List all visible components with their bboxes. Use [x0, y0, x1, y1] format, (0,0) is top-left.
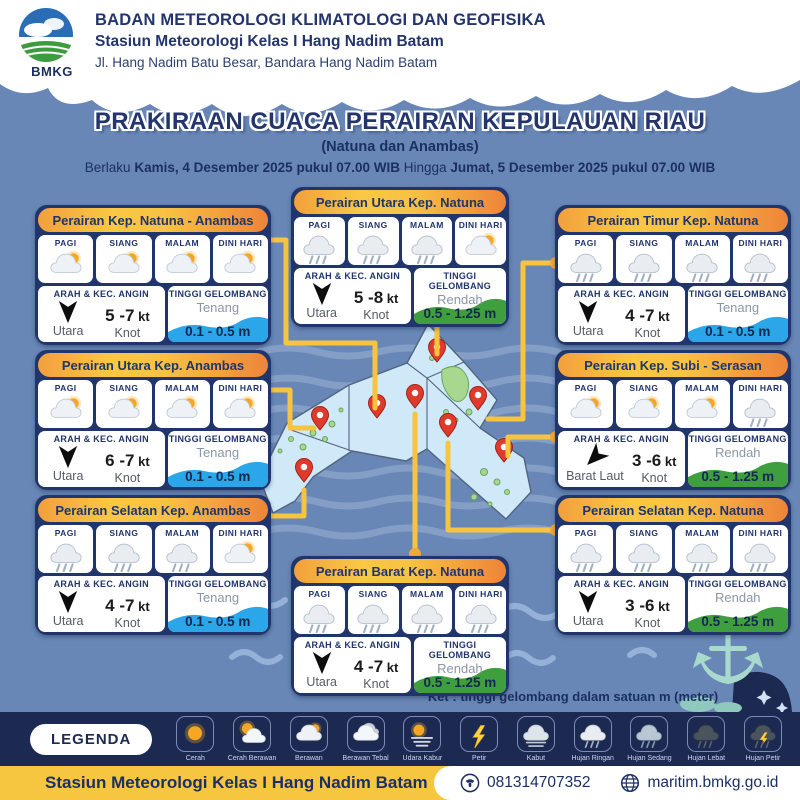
- legend-item: Cerah: [168, 716, 222, 762]
- legend-label: Hujan Ringan: [571, 755, 614, 762]
- legend-label: Petir: [471, 755, 487, 762]
- wave-unit-note: Ket : tinggi gelombang dalam satuan m (m…: [427, 689, 719, 704]
- station-name: Stasiun Meteorologi Kelas I Hang Nadim B…: [95, 33, 444, 50]
- globe-icon: [621, 773, 640, 793]
- station-address: Jl. Hang Nadim Batu Besar, Bandara Hang …: [95, 55, 438, 70]
- validity-tz1: WIB: [373, 160, 400, 175]
- bmkg-logo: BMKG: [16, 6, 88, 79]
- org-name: BADAN METEOROLOGI KLIMATOLOGI DAN GEOFIS…: [95, 11, 546, 29]
- legend-item: Hujan Lebat: [679, 716, 733, 762]
- legend-item: Kabut: [509, 716, 563, 762]
- legend-items: Cerah Cerah Berawan Berawan Berawan Teba…: [168, 716, 790, 762]
- legend-item: Petir: [452, 716, 506, 762]
- cerah-icon: [176, 716, 215, 752]
- anchor-decoration: [676, 610, 794, 712]
- anchor-icon: [680, 615, 792, 712]
- berawan-tebal-icon: [346, 716, 385, 752]
- legend-title: LEGENDA: [30, 723, 153, 755]
- legend-label: Udara Kabur: [402, 755, 443, 762]
- footer-contact: 081314707352 maritim.bmkg.go.id: [434, 766, 800, 800]
- phone-number: 081314707352: [487, 774, 591, 791]
- legend-item: Cerah Berawan: [225, 716, 279, 762]
- legend-label: Berawan: [295, 755, 323, 762]
- footer-bar: Stasiun Meteorologi Kelas I Hang Nadim B…: [0, 766, 800, 800]
- udara-kabur-icon: [403, 716, 442, 752]
- legend-label: Kabut: [526, 755, 546, 762]
- legend-item: Berawan Tebal: [339, 716, 393, 762]
- cerah-berawan-icon: [233, 716, 272, 752]
- phone-contact: 081314707352: [460, 773, 590, 793]
- legend-label: Berawan Tebal: [342, 755, 389, 762]
- berawan-icon: [289, 716, 328, 752]
- website-url[interactable]: maritim.bmkg.go.id: [647, 774, 779, 791]
- footer-station-name: Stasiun Meteorologi Kelas I Hang Nadim B…: [45, 773, 428, 792]
- title-block: PRAKIRAAN CUACA PERAIRAN KEPULAUAN RIAU …: [0, 108, 800, 175]
- page-subtitle: (Natuna dan Anambas): [321, 139, 479, 155]
- website-contact[interactable]: maritim.bmkg.go.id: [620, 773, 778, 793]
- phone-icon: [460, 773, 480, 793]
- legend-item: Hujan Petir: [736, 716, 790, 762]
- legend-label: Cerah: [185, 755, 205, 762]
- sea-zones-map: [262, 323, 532, 520]
- bmkg-logo-text: BMKG: [31, 64, 73, 79]
- hujan-lebat-icon: [687, 716, 726, 752]
- hujan-petir-icon: [744, 716, 782, 752]
- legend-item: Berawan: [282, 716, 336, 762]
- legend-label: Hujan Sedang: [627, 755, 672, 762]
- header-cloud-edge: [0, 0, 800, 116]
- hujan-ringan-icon: [573, 716, 612, 752]
- legend-item: Hujan Sedang: [622, 716, 676, 762]
- kabut-icon: [516, 716, 555, 752]
- legend-label: Hujan Petir: [745, 755, 781, 762]
- validity-start: Kamis, 4 Desember 2025 pukul 07.00: [134, 160, 370, 175]
- legend-label: Cerah Berawan: [227, 755, 277, 762]
- validity-period: Berlaku Kamis, 4 Desember 2025 pukul 07.…: [0, 160, 800, 175]
- validity-tz2: WIB: [688, 160, 716, 175]
- header: BADAN METEOROLOGI KLIMATOLOGI DAN GEOFIS…: [95, 11, 546, 70]
- legend-label: Hujan Lebat: [687, 755, 726, 762]
- petir-icon: [460, 716, 499, 752]
- legend-bar: LEGENDA Cerah Cerah Berawan Berawan Bera…: [0, 712, 800, 766]
- legend-item: Hujan Ringan: [566, 716, 620, 762]
- page-title: PRAKIRAAN CUACA PERAIRAN KEPULAUAN RIAU: [94, 108, 706, 135]
- legend-item: Udara Kabur: [395, 716, 449, 762]
- validity-prefix: Berlaku: [84, 160, 131, 175]
- hujan-sedang-icon: [630, 716, 669, 752]
- validity-end: Jumat, 5 Desember 2025 pukul 07.00: [450, 160, 686, 175]
- bmkg-logo-icon: [19, 8, 73, 62]
- validity-connector: Hingga: [403, 160, 447, 175]
- map-location-pins: [294, 338, 514, 483]
